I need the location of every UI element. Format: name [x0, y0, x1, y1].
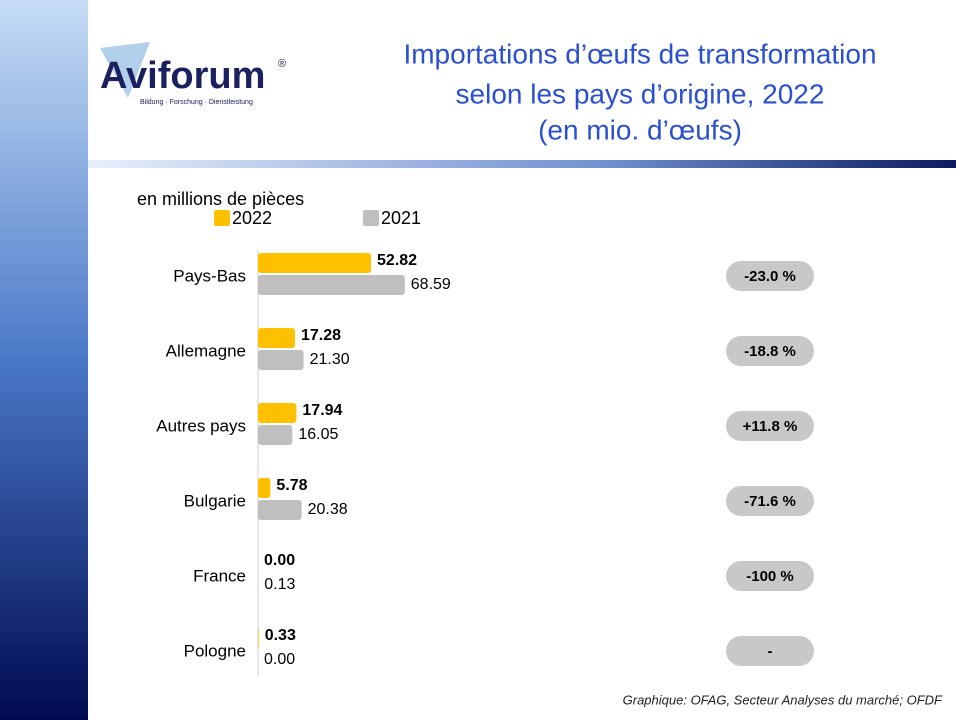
category-label: Pologne — [184, 641, 246, 660]
change-label: - — [768, 643, 773, 660]
value-label: 17.94 — [302, 402, 342, 419]
bar — [258, 628, 259, 648]
side-band — [0, 0, 88, 720]
category-label: Allemagne — [166, 341, 246, 360]
logo-tagline: Bildung · Forschung · Dienstleistung — [140, 99, 253, 106]
bar — [258, 328, 295, 348]
bar — [258, 425, 293, 445]
bar — [258, 500, 302, 520]
source: Graphique: OFAG, Secteur Analyses du mar… — [623, 692, 943, 707]
category-label: Autres pays — [156, 416, 246, 435]
value-label: 0.33 — [265, 627, 296, 644]
legend-label: 2022 — [232, 208, 272, 228]
change-pill — [726, 486, 814, 516]
category-label: Pays-Bas — [173, 266, 246, 285]
value-label: 52.82 — [377, 252, 417, 269]
change-label: -100 % — [746, 568, 794, 585]
bar — [258, 275, 405, 295]
value-label: 68.59 — [411, 276, 451, 293]
chart-title: (en mio. d’œufs) — [538, 114, 742, 145]
change-pill — [726, 636, 814, 666]
unit-label: en millions de pièces — [137, 189, 304, 209]
change-label: -23.0 % — [744, 268, 796, 285]
value-label: 21.30 — [310, 351, 350, 368]
bar — [258, 253, 372, 273]
header-rule — [88, 160, 956, 168]
change-pill — [726, 336, 814, 366]
value-label: 17.28 — [301, 327, 341, 344]
bar — [258, 478, 271, 498]
value-label: 20.38 — [308, 501, 348, 518]
change-pill — [726, 411, 814, 441]
legend-swatch — [363, 210, 379, 226]
change-label: -71.6 % — [744, 493, 796, 510]
value-label: 5.78 — [276, 477, 307, 494]
value-label: 0.00 — [264, 552, 295, 569]
change-label: -18.8 % — [744, 343, 796, 360]
chart-title: Importations d’œufs de transformation — [403, 38, 876, 69]
value-label: 16.05 — [298, 426, 338, 443]
value-label: 0.13 — [264, 576, 295, 593]
legend-swatch — [214, 210, 230, 226]
value-label: 0.00 — [264, 651, 295, 668]
category-label: Bulgarie — [184, 491, 246, 510]
legend-label: 2021 — [381, 208, 421, 228]
bar — [258, 350, 304, 370]
change-pill — [726, 261, 814, 291]
logo-feather — [100, 42, 150, 98]
logo-name: Aviforum — [100, 55, 265, 97]
chart-title: selon les pays d’origine, 2022 — [456, 78, 825, 109]
logo-mark: ® — [278, 58, 286, 70]
category-label: France — [193, 566, 246, 585]
bar — [258, 403, 297, 423]
change-label: +11.8 % — [743, 418, 798, 435]
change-pill — [726, 561, 814, 591]
